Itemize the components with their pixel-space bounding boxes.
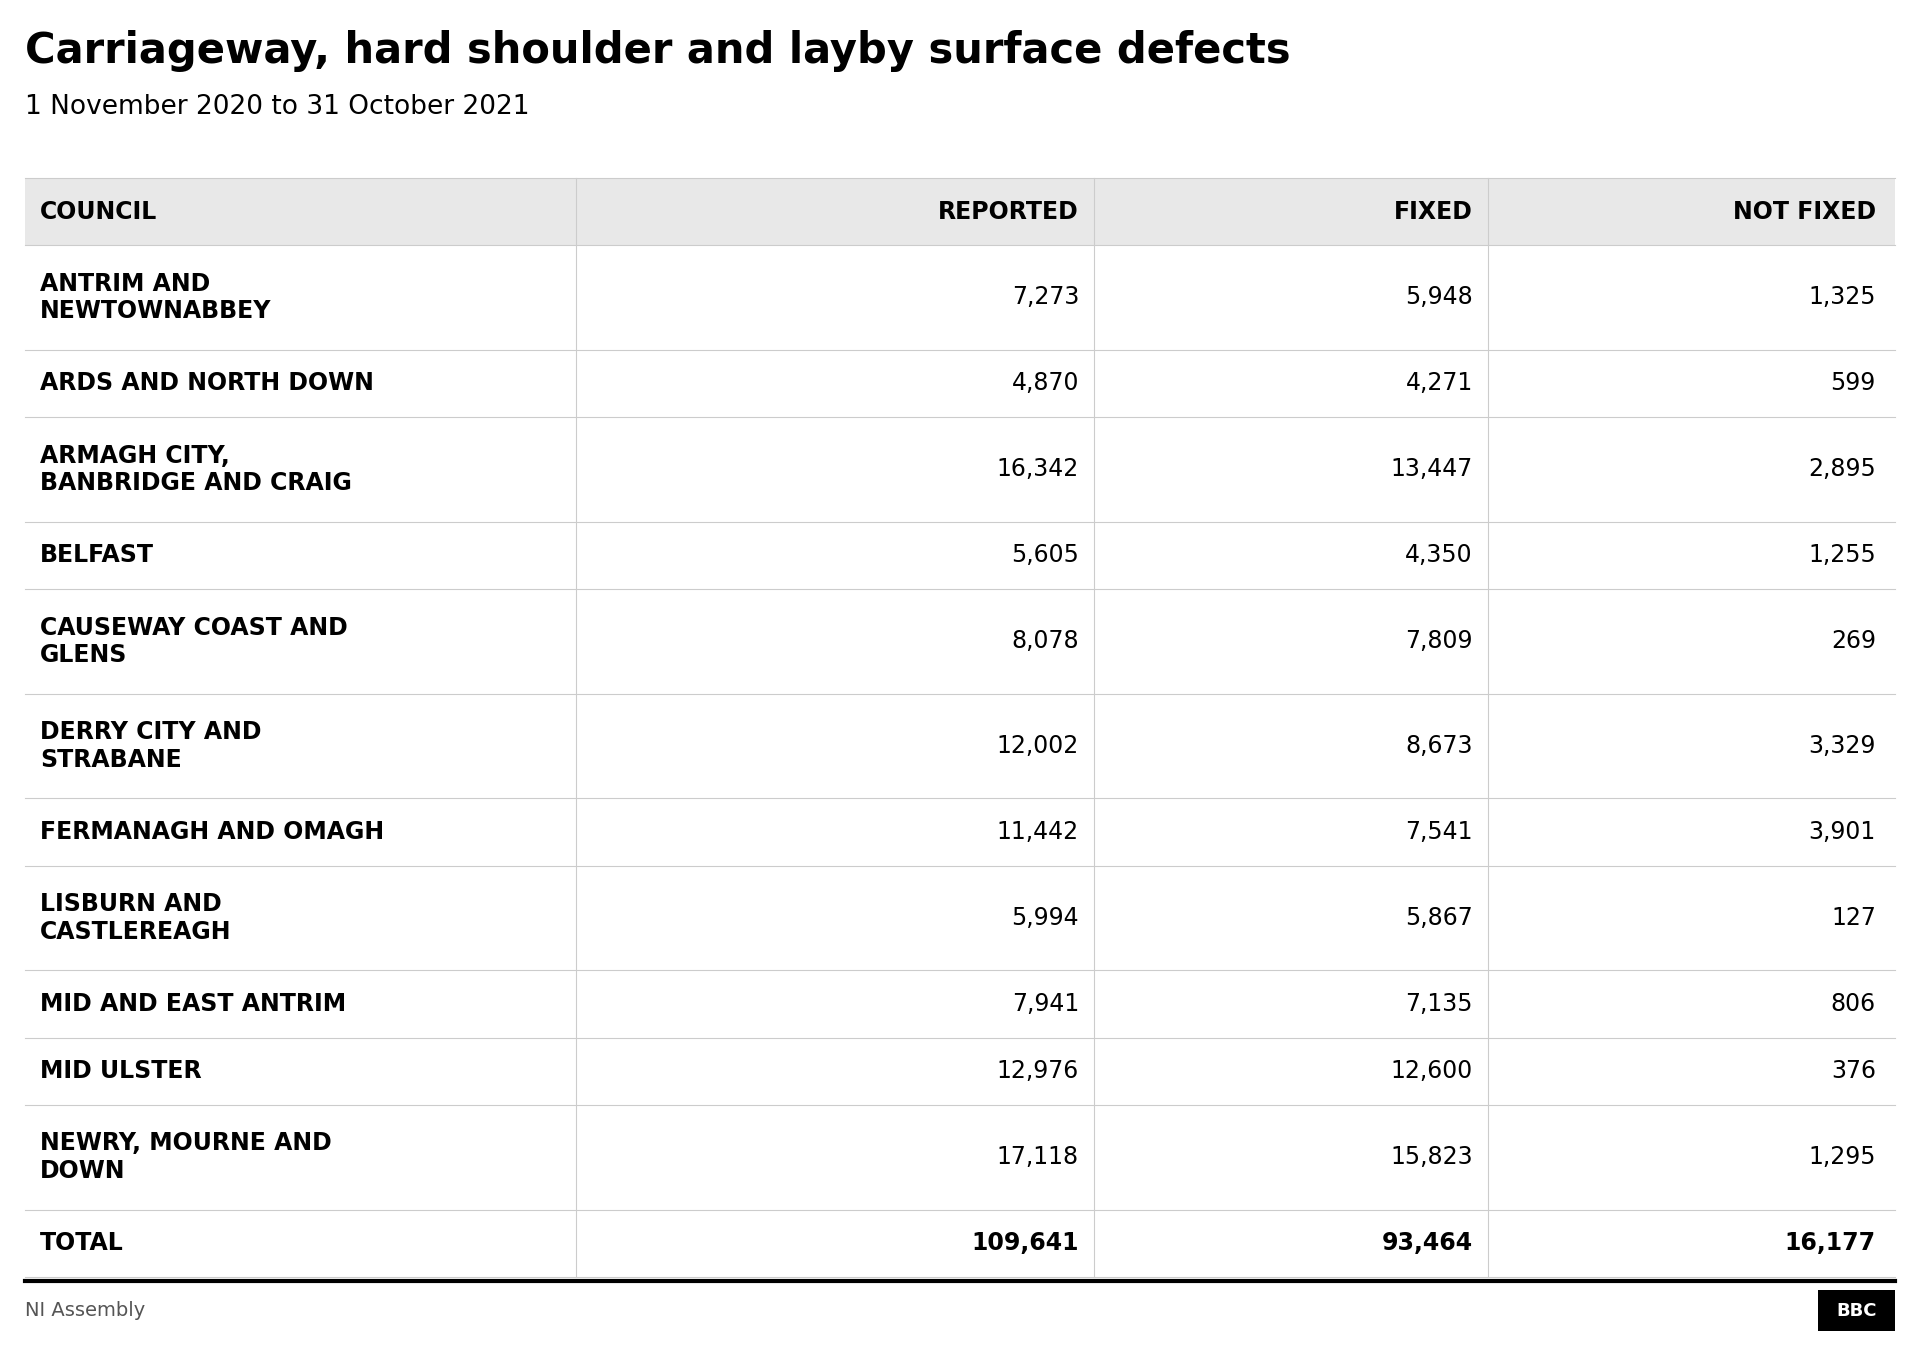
Text: 806: 806 (1830, 991, 1876, 1016)
Text: TOTAL: TOTAL (40, 1231, 125, 1255)
Text: 12,002: 12,002 (996, 734, 1079, 758)
Text: MID ULSTER: MID ULSTER (40, 1059, 202, 1083)
Text: 127: 127 (1832, 907, 1876, 929)
Text: 17,118: 17,118 (996, 1145, 1079, 1169)
Text: CAUSEWAY COAST AND
GLENS: CAUSEWAY COAST AND GLENS (40, 616, 348, 667)
Text: NOT FIXED: NOT FIXED (1732, 199, 1876, 224)
Text: ARMAGH CITY,
BANBRIDGE AND CRAIG: ARMAGH CITY, BANBRIDGE AND CRAIG (40, 443, 351, 496)
Text: 1,325: 1,325 (1809, 286, 1876, 310)
Text: 4,870: 4,870 (1012, 372, 1079, 396)
Text: LISBURN AND
CASTLEREAGH: LISBURN AND CASTLEREAGH (40, 892, 232, 944)
Text: 7,941: 7,941 (1012, 991, 1079, 1016)
Text: 5,948: 5,948 (1405, 286, 1473, 310)
Text: NI Assembly: NI Assembly (25, 1301, 146, 1320)
Text: MID AND EAST ANTRIM: MID AND EAST ANTRIM (40, 991, 346, 1016)
Text: 269: 269 (1832, 629, 1876, 653)
Text: FERMANAGH AND OMAGH: FERMANAGH AND OMAGH (40, 820, 384, 845)
Text: 3,901: 3,901 (1809, 820, 1876, 845)
Text: 5,605: 5,605 (1012, 543, 1079, 567)
Text: DERRY CITY AND
STRABANE: DERRY CITY AND STRABANE (40, 721, 261, 772)
Text: 5,994: 5,994 (1012, 907, 1079, 929)
Text: 4,271: 4,271 (1405, 372, 1473, 396)
Text: 599: 599 (1830, 372, 1876, 396)
Text: 7,541: 7,541 (1405, 820, 1473, 845)
Text: 1,295: 1,295 (1809, 1145, 1876, 1169)
Text: 5,867: 5,867 (1405, 907, 1473, 929)
Text: BBC: BBC (1836, 1301, 1878, 1320)
Text: BELFAST: BELFAST (40, 543, 154, 567)
Text: 93,464: 93,464 (1382, 1231, 1473, 1255)
Text: Carriageway, hard shoulder and layby surface defects: Carriageway, hard shoulder and layby sur… (25, 30, 1290, 71)
Text: 7,809: 7,809 (1405, 629, 1473, 653)
Text: 7,273: 7,273 (1012, 286, 1079, 310)
Text: 13,447: 13,447 (1390, 458, 1473, 481)
Text: 1 November 2020 to 31 October 2021: 1 November 2020 to 31 October 2021 (25, 94, 530, 120)
Text: 7,135: 7,135 (1405, 991, 1473, 1016)
Text: 8,673: 8,673 (1405, 734, 1473, 758)
Text: 16,342: 16,342 (996, 458, 1079, 481)
Text: ARDS AND NORTH DOWN: ARDS AND NORTH DOWN (40, 372, 374, 396)
Text: 15,823: 15,823 (1390, 1145, 1473, 1169)
Text: 12,600: 12,600 (1390, 1059, 1473, 1083)
Text: 4,350: 4,350 (1405, 543, 1473, 567)
Text: ANTRIM AND
NEWTOWNABBEY: ANTRIM AND NEWTOWNABBEY (40, 272, 273, 323)
Text: 16,177: 16,177 (1786, 1231, 1876, 1255)
Text: COUNCIL: COUNCIL (40, 199, 157, 224)
Text: 12,976: 12,976 (996, 1059, 1079, 1083)
Text: 3,329: 3,329 (1809, 734, 1876, 758)
Text: 2,895: 2,895 (1809, 458, 1876, 481)
Text: FIXED: FIXED (1394, 199, 1473, 224)
Text: 11,442: 11,442 (996, 820, 1079, 845)
Text: 376: 376 (1832, 1059, 1876, 1083)
Text: 109,641: 109,641 (972, 1231, 1079, 1255)
Text: REPORTED: REPORTED (939, 199, 1079, 224)
Text: 1,255: 1,255 (1809, 543, 1876, 567)
Text: 8,078: 8,078 (1012, 629, 1079, 653)
Text: NEWRY, MOURNE AND
DOWN: NEWRY, MOURNE AND DOWN (40, 1131, 332, 1183)
